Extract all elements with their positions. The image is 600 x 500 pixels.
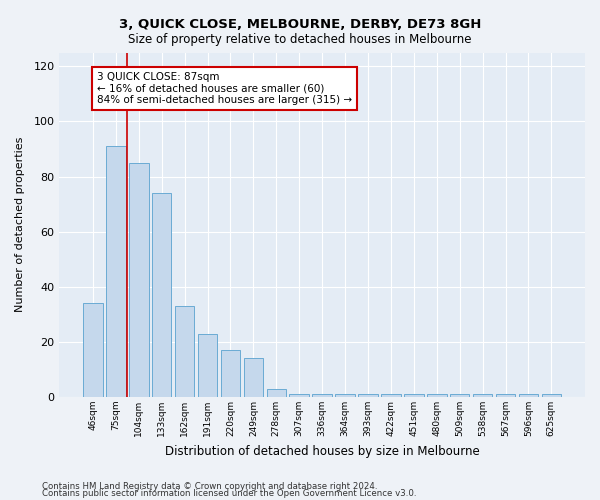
Bar (289, 394, 309, 397)
Bar (83, 304, 103, 397)
Bar (266, 388, 286, 397)
Bar (175, 306, 194, 397)
Bar (542, 394, 561, 397)
Bar (313, 394, 332, 397)
Bar (106, 146, 125, 397)
Bar (427, 394, 446, 397)
Y-axis label: Number of detached properties: Number of detached properties (15, 137, 25, 312)
Bar (221, 350, 240, 397)
Text: Size of property relative to detached houses in Melbourne: Size of property relative to detached ho… (128, 32, 472, 46)
Bar (198, 334, 217, 397)
Bar (358, 394, 378, 397)
Text: Contains public sector information licensed under the Open Government Licence v3: Contains public sector information licen… (42, 489, 416, 498)
Bar (404, 394, 424, 397)
Bar (152, 193, 172, 397)
Bar (519, 394, 538, 397)
Bar (129, 162, 149, 397)
Bar (473, 394, 493, 397)
Bar (381, 394, 401, 397)
X-axis label: Distribution of detached houses by size in Melbourne: Distribution of detached houses by size … (165, 444, 479, 458)
Text: 3 QUICK CLOSE: 87sqm
← 16% of detached houses are smaller (60)
84% of semi-detac: 3 QUICK CLOSE: 87sqm ← 16% of detached h… (97, 72, 352, 105)
Bar (335, 394, 355, 397)
Bar (244, 358, 263, 397)
Bar (450, 394, 469, 397)
Text: 3, QUICK CLOSE, MELBOURNE, DERBY, DE73 8GH: 3, QUICK CLOSE, MELBOURNE, DERBY, DE73 8… (119, 18, 481, 30)
Bar (496, 394, 515, 397)
Text: Contains HM Land Registry data © Crown copyright and database right 2024.: Contains HM Land Registry data © Crown c… (42, 482, 377, 491)
